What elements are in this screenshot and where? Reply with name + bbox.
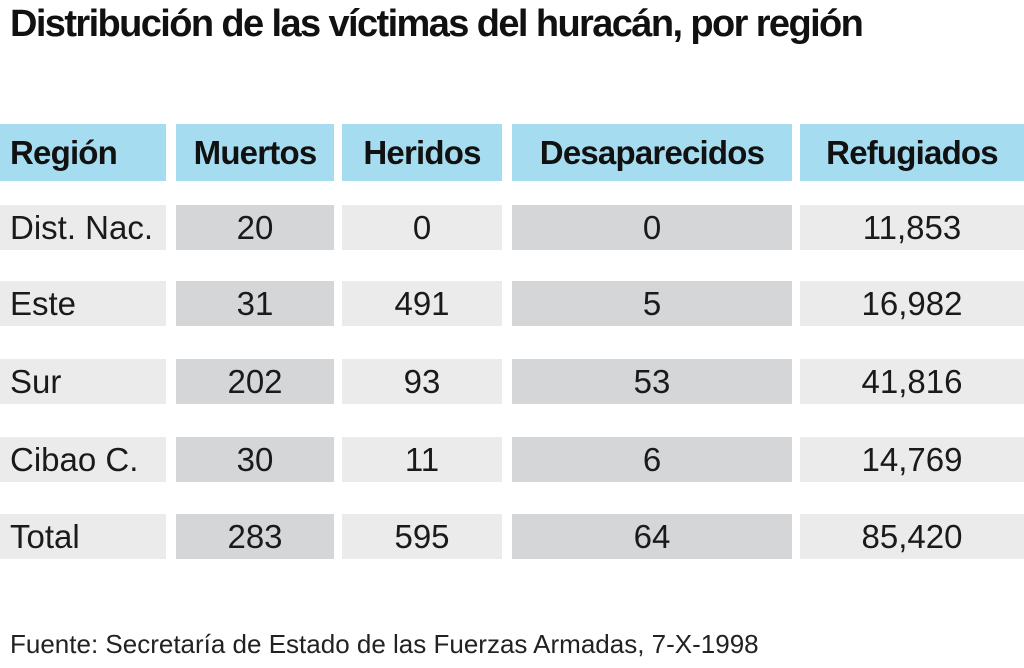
table-cell: 41,816 [800, 359, 1024, 404]
table-cell: 0 [342, 205, 502, 250]
page-title: Distribución de las víctimas del huracán… [10, 3, 864, 45]
column-header: Refugiados [800, 124, 1024, 181]
table-cell: 0 [512, 205, 792, 250]
row-label: Cibao C. [0, 437, 166, 482]
table-cell: 6 [512, 437, 792, 482]
column-header: Región [0, 124, 166, 181]
table-cell: 5 [512, 281, 792, 326]
column-header: Muertos [176, 124, 334, 181]
table-cell: 85,420 [800, 514, 1024, 559]
table-cell: 31 [176, 281, 334, 326]
table-cell: 64 [512, 514, 792, 559]
table-cell: 14,769 [800, 437, 1024, 482]
row-label: Este [0, 281, 166, 326]
table-cell: 20 [176, 205, 334, 250]
column-header: Desaparecidos [512, 124, 792, 181]
row-label: Sur [0, 359, 166, 404]
row-label: Dist. Nac. [0, 205, 166, 250]
table-cell: 53 [512, 359, 792, 404]
source-note: Fuente: Secretaría de Estado de las Fuer… [10, 629, 759, 659]
table-cell: 30 [176, 437, 334, 482]
table-cell: 11 [342, 437, 502, 482]
table-cell: 595 [342, 514, 502, 559]
row-label: Total [0, 514, 166, 559]
column-header: Heridos [342, 124, 502, 181]
table-cell: 283 [176, 514, 334, 559]
table-cell: 202 [176, 359, 334, 404]
table-cell: 11,853 [800, 205, 1024, 250]
table-cell: 93 [342, 359, 502, 404]
table-cell: 16,982 [800, 281, 1024, 326]
table-cell: 491 [342, 281, 502, 326]
